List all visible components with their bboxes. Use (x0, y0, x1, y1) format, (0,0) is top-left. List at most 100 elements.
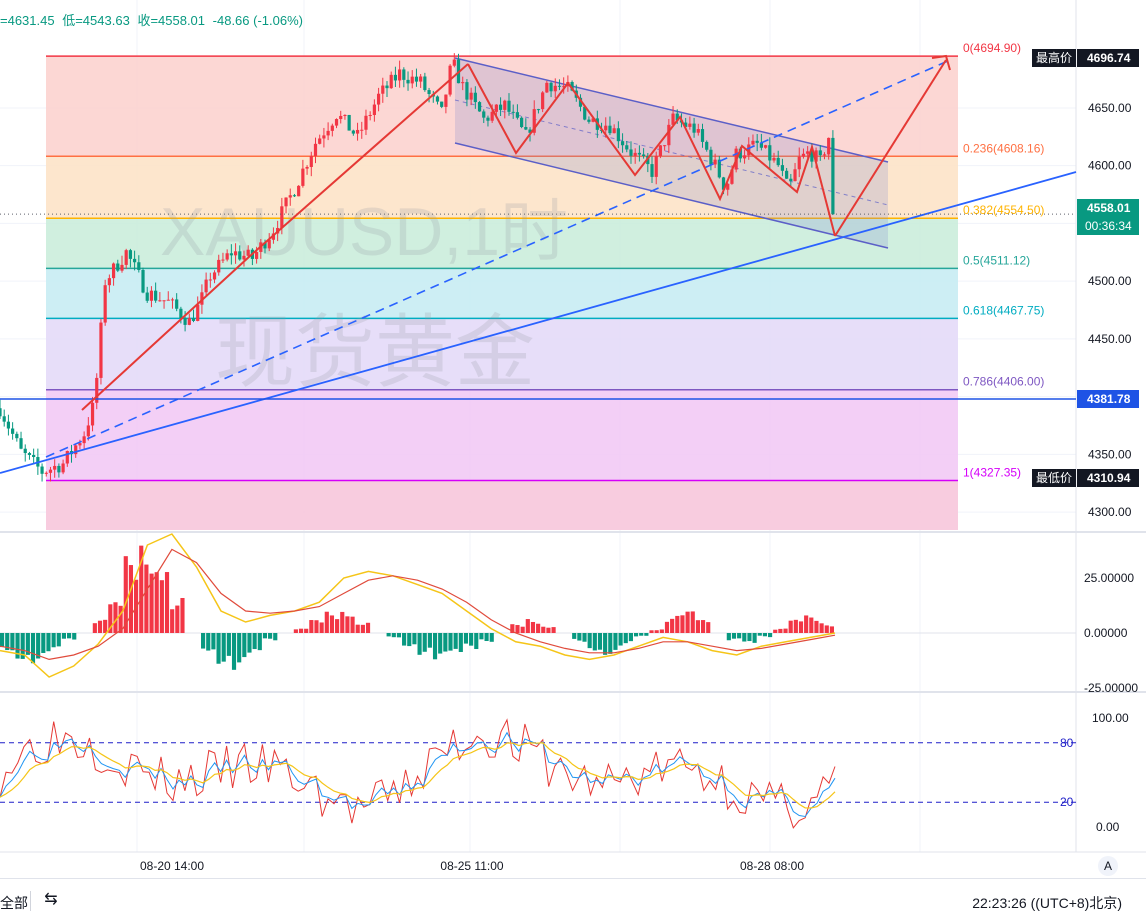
price-tick-6: 4350.00 (1088, 447, 1132, 461)
candle-body (675, 113, 679, 121)
candle-body (196, 304, 200, 321)
compare-icon[interactable]: ⇆ (44, 891, 58, 908)
macd-histogram-bar (443, 633, 448, 652)
candle-body (15, 433, 19, 439)
macd-histogram-bar (324, 611, 329, 633)
macd-histogram-bar (0, 633, 5, 648)
macd-histogram-bar (180, 597, 185, 633)
candle-body (410, 76, 414, 84)
macd-histogram-bar (226, 633, 231, 656)
macd-histogram-bar (680, 615, 685, 633)
macd-histogram-bar (231, 633, 237, 670)
rally-line (81, 63, 469, 411)
clock-timezone[interactable]: 22:23:26 ((UTC+8)北京) (972, 895, 1122, 911)
macd-histogram-bar (360, 624, 365, 633)
candle-body (204, 279, 208, 293)
macd-histogram-bar (633, 633, 639, 637)
candle-body (364, 115, 368, 130)
candle-body (772, 157, 776, 161)
candle-body (822, 154, 827, 156)
candle-body (692, 123, 696, 133)
candle-body (541, 92, 545, 110)
candle-body (246, 249, 250, 256)
candle-body (414, 76, 419, 82)
macd-histogram-bar (206, 633, 211, 651)
candle-body (301, 168, 305, 186)
candle-body (297, 185, 301, 197)
candle-body (667, 124, 671, 146)
macd-histogram-bar (216, 633, 221, 664)
candle-body (44, 472, 48, 474)
candle-body (351, 130, 355, 134)
macd-histogram-bar (15, 633, 20, 659)
range-all-button[interactable]: 全部 (0, 895, 28, 911)
candle-body (650, 164, 654, 177)
candle-body (158, 300, 162, 302)
candle-body (435, 96, 440, 102)
macd-histogram-bar (752, 633, 757, 643)
macd-histogram-bar (118, 605, 123, 633)
candle-body (347, 114, 351, 131)
macd-histogram-bar (798, 621, 804, 633)
macd-histogram-bar (597, 633, 603, 650)
macd-histogram-bar (422, 633, 427, 652)
macd-histogram-bar (386, 633, 391, 637)
macd-histogram-bar (814, 620, 819, 633)
candle-body (360, 129, 364, 131)
macd-histogram-bar (469, 633, 474, 646)
kdj-tick-1: 80 (1060, 736, 1074, 750)
candle-body (747, 144, 751, 156)
macd-histogram-bar (175, 605, 180, 633)
candle-body (709, 149, 713, 165)
macd-histogram-bar (731, 633, 737, 639)
low-tag-bg (1032, 469, 1076, 487)
macd-histogram-bar (123, 556, 128, 633)
macd-histogram-bar (551, 627, 556, 633)
macd-histogram-bar (649, 630, 654, 633)
candle-body (128, 250, 133, 259)
candle-body (330, 125, 334, 131)
macd-histogram-bar (695, 620, 700, 633)
candle-body (65, 451, 69, 464)
candle-body (801, 153, 806, 157)
macd-histogram-bar (809, 617, 814, 633)
hline-value-bg (1077, 390, 1139, 408)
macd-histogram-bar (577, 633, 582, 641)
macd-histogram-bar (639, 633, 644, 636)
candle-body (313, 143, 318, 156)
axes: 4650.004600.004500.004450.004400.004350.… (140, 49, 1139, 873)
macd-histogram-bar (587, 633, 592, 649)
macd-histogram-bar (329, 615, 335, 633)
candle-body (477, 102, 482, 112)
macd-dif-line (0, 533, 836, 678)
candle-body (376, 93, 381, 105)
candle-body (406, 79, 410, 84)
candle-body (490, 111, 494, 121)
macd-histogram-bar (309, 620, 314, 633)
candle-body (124, 250, 128, 265)
candle-body (381, 85, 385, 94)
candle-body (461, 82, 465, 84)
candle-body (785, 170, 789, 179)
candle-body (389, 74, 393, 89)
candle-body (713, 159, 717, 165)
macd-histogram-bar (67, 633, 72, 639)
candle-body (208, 279, 212, 281)
candle-body (473, 92, 477, 103)
candle-body (629, 149, 633, 156)
macd-histogram-bar (170, 609, 175, 633)
zigzag-waves (467, 63, 836, 237)
candle-body (637, 152, 641, 155)
candle-body (827, 137, 831, 155)
macd-histogram-bar (108, 604, 113, 633)
macd-histogram-bar (479, 633, 484, 640)
candle-body (549, 82, 553, 92)
time-tick-0: 08-20 14:00 (140, 859, 204, 873)
chart-svg[interactable]: 0(4694.90) 0.236(4608.16) 0.382(4554.50) 0.… (0, 0, 1146, 878)
high-value: 4696.74 (1087, 51, 1131, 65)
candle-body (511, 111, 515, 113)
candle-body (233, 251, 238, 256)
candle-body (149, 290, 154, 301)
auto-scale-button[interactable]: A (1098, 856, 1118, 876)
macd-histogram-bar (453, 633, 458, 649)
